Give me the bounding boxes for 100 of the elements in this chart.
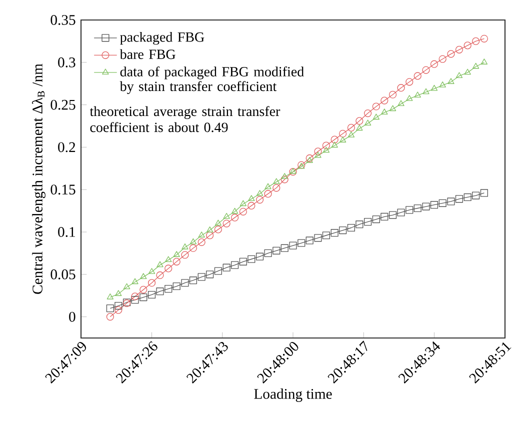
point [422,202,430,210]
point [339,226,347,234]
point [447,50,455,58]
point [231,208,238,214]
point [165,256,172,262]
point [356,220,364,228]
point [388,211,397,219]
point [414,92,421,98]
point [306,154,314,162]
point [190,238,197,244]
point [164,285,172,293]
point [472,62,480,69]
point [464,193,472,202]
point [348,132,355,138]
y-tick-label: 0.1 [58,227,75,237]
point [198,232,205,238]
point [406,95,413,101]
point [156,271,164,280]
point [364,218,372,226]
point [447,198,455,206]
point [239,208,247,216]
point [364,120,372,126]
y-tick-label: 0 [69,312,76,322]
point [314,148,322,156]
point [280,244,288,252]
point [248,202,256,210]
point [330,136,338,144]
point [172,258,180,266]
point [430,201,438,209]
point [464,42,472,50]
point [256,190,264,196]
point [438,55,446,63]
point [181,251,189,259]
point [380,96,388,104]
point [272,184,280,192]
point [381,108,388,114]
point [240,200,247,206]
point [231,214,239,222]
point [148,268,156,274]
point [156,261,164,268]
point [131,296,139,304]
point [214,267,222,275]
point [472,37,480,45]
point [480,34,488,42]
point [430,84,438,91]
point [206,232,214,240]
point [132,278,138,284]
y-tick-label: 0.05 [50,269,76,280]
point [339,136,346,142]
point [406,206,414,214]
point [148,290,156,299]
point [115,290,122,296]
point [398,100,404,106]
point [289,242,297,250]
point [448,78,454,84]
point [397,208,405,216]
point [347,124,355,132]
point [206,226,214,232]
y-tick-label: 0.3 [58,57,76,68]
y-tick-label: 0.35 [50,15,76,25]
point [339,130,347,138]
point [314,152,322,158]
point [239,258,247,266]
point [223,212,230,219]
legend-label: bare FBG [120,49,176,60]
point [114,302,122,310]
point [330,229,338,237]
point [206,270,214,278]
point [189,276,198,284]
point [164,264,172,272]
point [189,244,198,252]
point [372,114,380,120]
point [439,81,446,88]
point [406,78,414,86]
point [248,195,255,201]
point [222,220,230,228]
point [198,273,206,281]
point [264,183,272,190]
point [455,195,464,203]
legend-label: data of packaged FBG modified by stain transfer coefficient [120,66,304,94]
point [397,84,405,92]
point [322,146,330,153]
point [388,90,397,98]
point [331,142,338,148]
point [438,199,446,207]
point [140,293,148,302]
point [256,252,264,260]
point [123,283,130,290]
point [198,238,206,246]
point [430,60,438,68]
point [148,279,156,287]
point [140,286,148,294]
point [182,243,188,250]
point [281,173,288,179]
point [456,72,463,78]
y-axis-title: Central wavelength increment Δλ$_{B}$ /nm [32,64,46,294]
point [106,312,114,321]
y-tick-label: 0.25 [50,100,76,110]
y-tick-label: 0.15 [50,184,76,195]
point [181,279,189,287]
